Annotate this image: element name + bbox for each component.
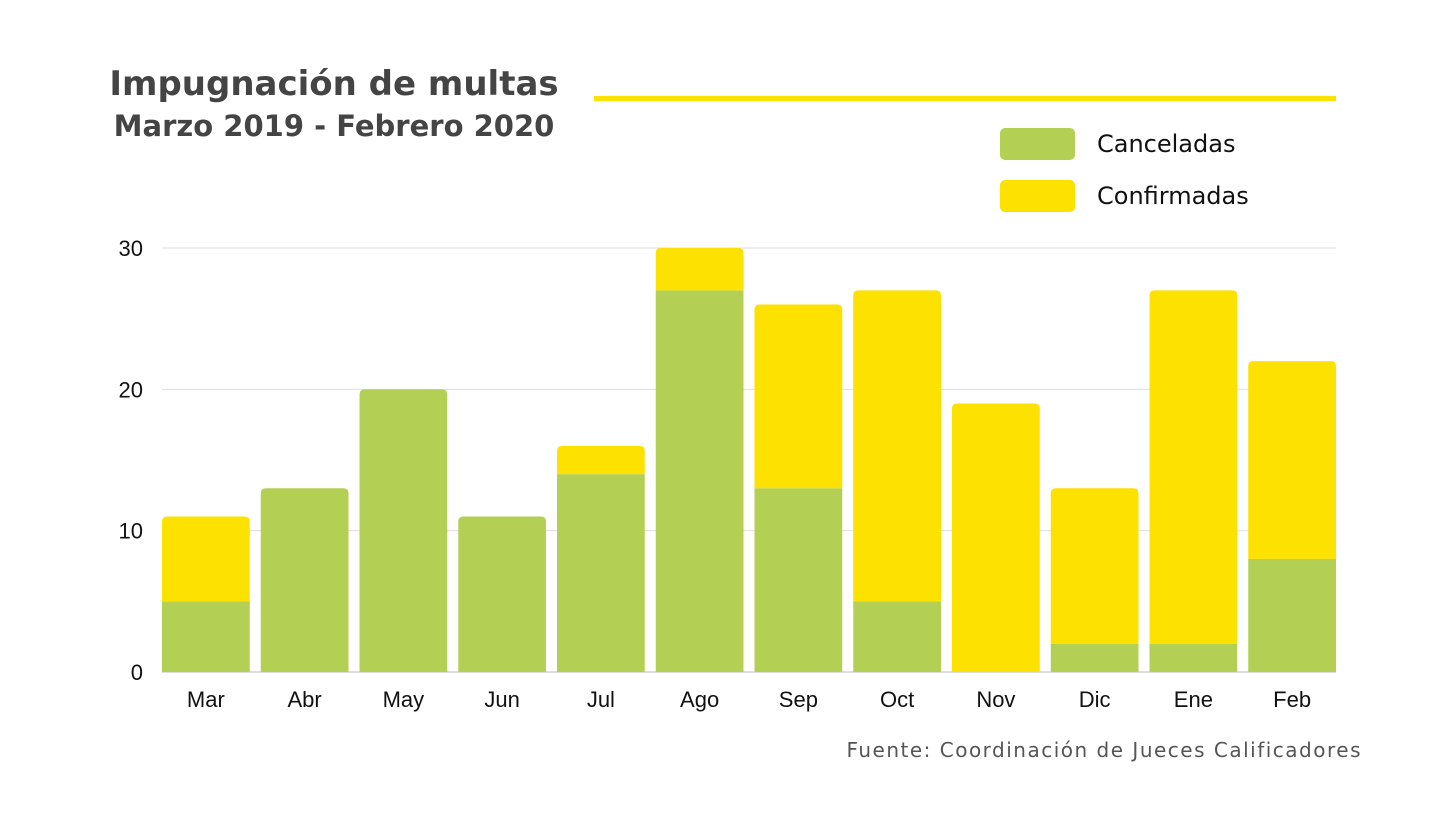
chart-subtitle: Marzo 2019 - Febrero 2020 — [113, 109, 555, 143]
bar-confirmadas-sep — [754, 304, 843, 489]
x-tick-label: May — [383, 687, 425, 712]
x-tick-label: Ene — [1174, 687, 1213, 712]
bar-confirmadas-ago — [655, 248, 744, 291]
chart-title: Impugnación de multas — [109, 64, 559, 104]
bar-canceladas-sep — [754, 488, 843, 672]
bar-confirmadas-feb — [1248, 361, 1336, 559]
bar-canceladas-may — [359, 389, 448, 672]
y-tick-label: 30 — [119, 236, 143, 261]
bar-canceladas-jul — [557, 474, 645, 672]
x-tick-label: Abr — [288, 687, 322, 712]
bar-canceladas-oct — [853, 601, 941, 672]
bar-canceladas-jun — [458, 516, 546, 672]
source-note: Fuente: Coordinación de Jueces Calificad… — [846, 738, 1362, 762]
bar-canceladas-mar — [162, 601, 250, 672]
bar-confirmadas-oct — [853, 290, 941, 602]
y-tick-label: 20 — [119, 377, 143, 402]
x-tick-label: Nov — [976, 687, 1015, 712]
x-tick-label: Jun — [484, 687, 519, 712]
bar-confirmadas-mar — [162, 516, 250, 602]
legend: Canceladas Confirmadas — [1000, 128, 1249, 232]
x-tick-label: Mar — [187, 687, 225, 712]
legend-label-confirmadas: Confirmadas — [1097, 182, 1249, 210]
x-tick-label: Sep — [779, 687, 818, 712]
y-tick-label: 10 — [119, 519, 143, 544]
bar-confirmadas-jul — [557, 445, 645, 475]
x-tick-label: Dic — [1079, 687, 1111, 712]
bar-confirmadas-ene — [1149, 290, 1238, 644]
chart-title-block: Impugnación de multas Marzo 2019 - Febre… — [104, 62, 564, 146]
accent-line — [594, 96, 1336, 101]
x-tick-label: Ago — [680, 687, 719, 712]
bar-canceladas-ago — [655, 290, 744, 672]
legend-label-canceladas: Canceladas — [1097, 130, 1236, 158]
bar-canceladas-abr — [260, 488, 349, 672]
legend-item-confirmadas: Confirmadas — [1000, 180, 1249, 212]
legend-swatch-canceladas — [1000, 128, 1075, 160]
bar-confirmadas-dic — [1050, 488, 1139, 644]
y-tick-label: 0 — [131, 660, 143, 685]
legend-swatch-confirmadas — [1000, 180, 1075, 212]
bar-canceladas-dic — [1050, 643, 1139, 672]
x-tick-label: Oct — [880, 687, 914, 712]
x-tick-label: Feb — [1273, 687, 1311, 712]
bar-canceladas-feb — [1248, 558, 1336, 672]
legend-item-canceladas: Canceladas — [1000, 128, 1249, 160]
bar-confirmadas-nov — [952, 403, 1040, 672]
x-tick-label: Jul — [587, 687, 615, 712]
bar-canceladas-ene — [1149, 643, 1238, 672]
